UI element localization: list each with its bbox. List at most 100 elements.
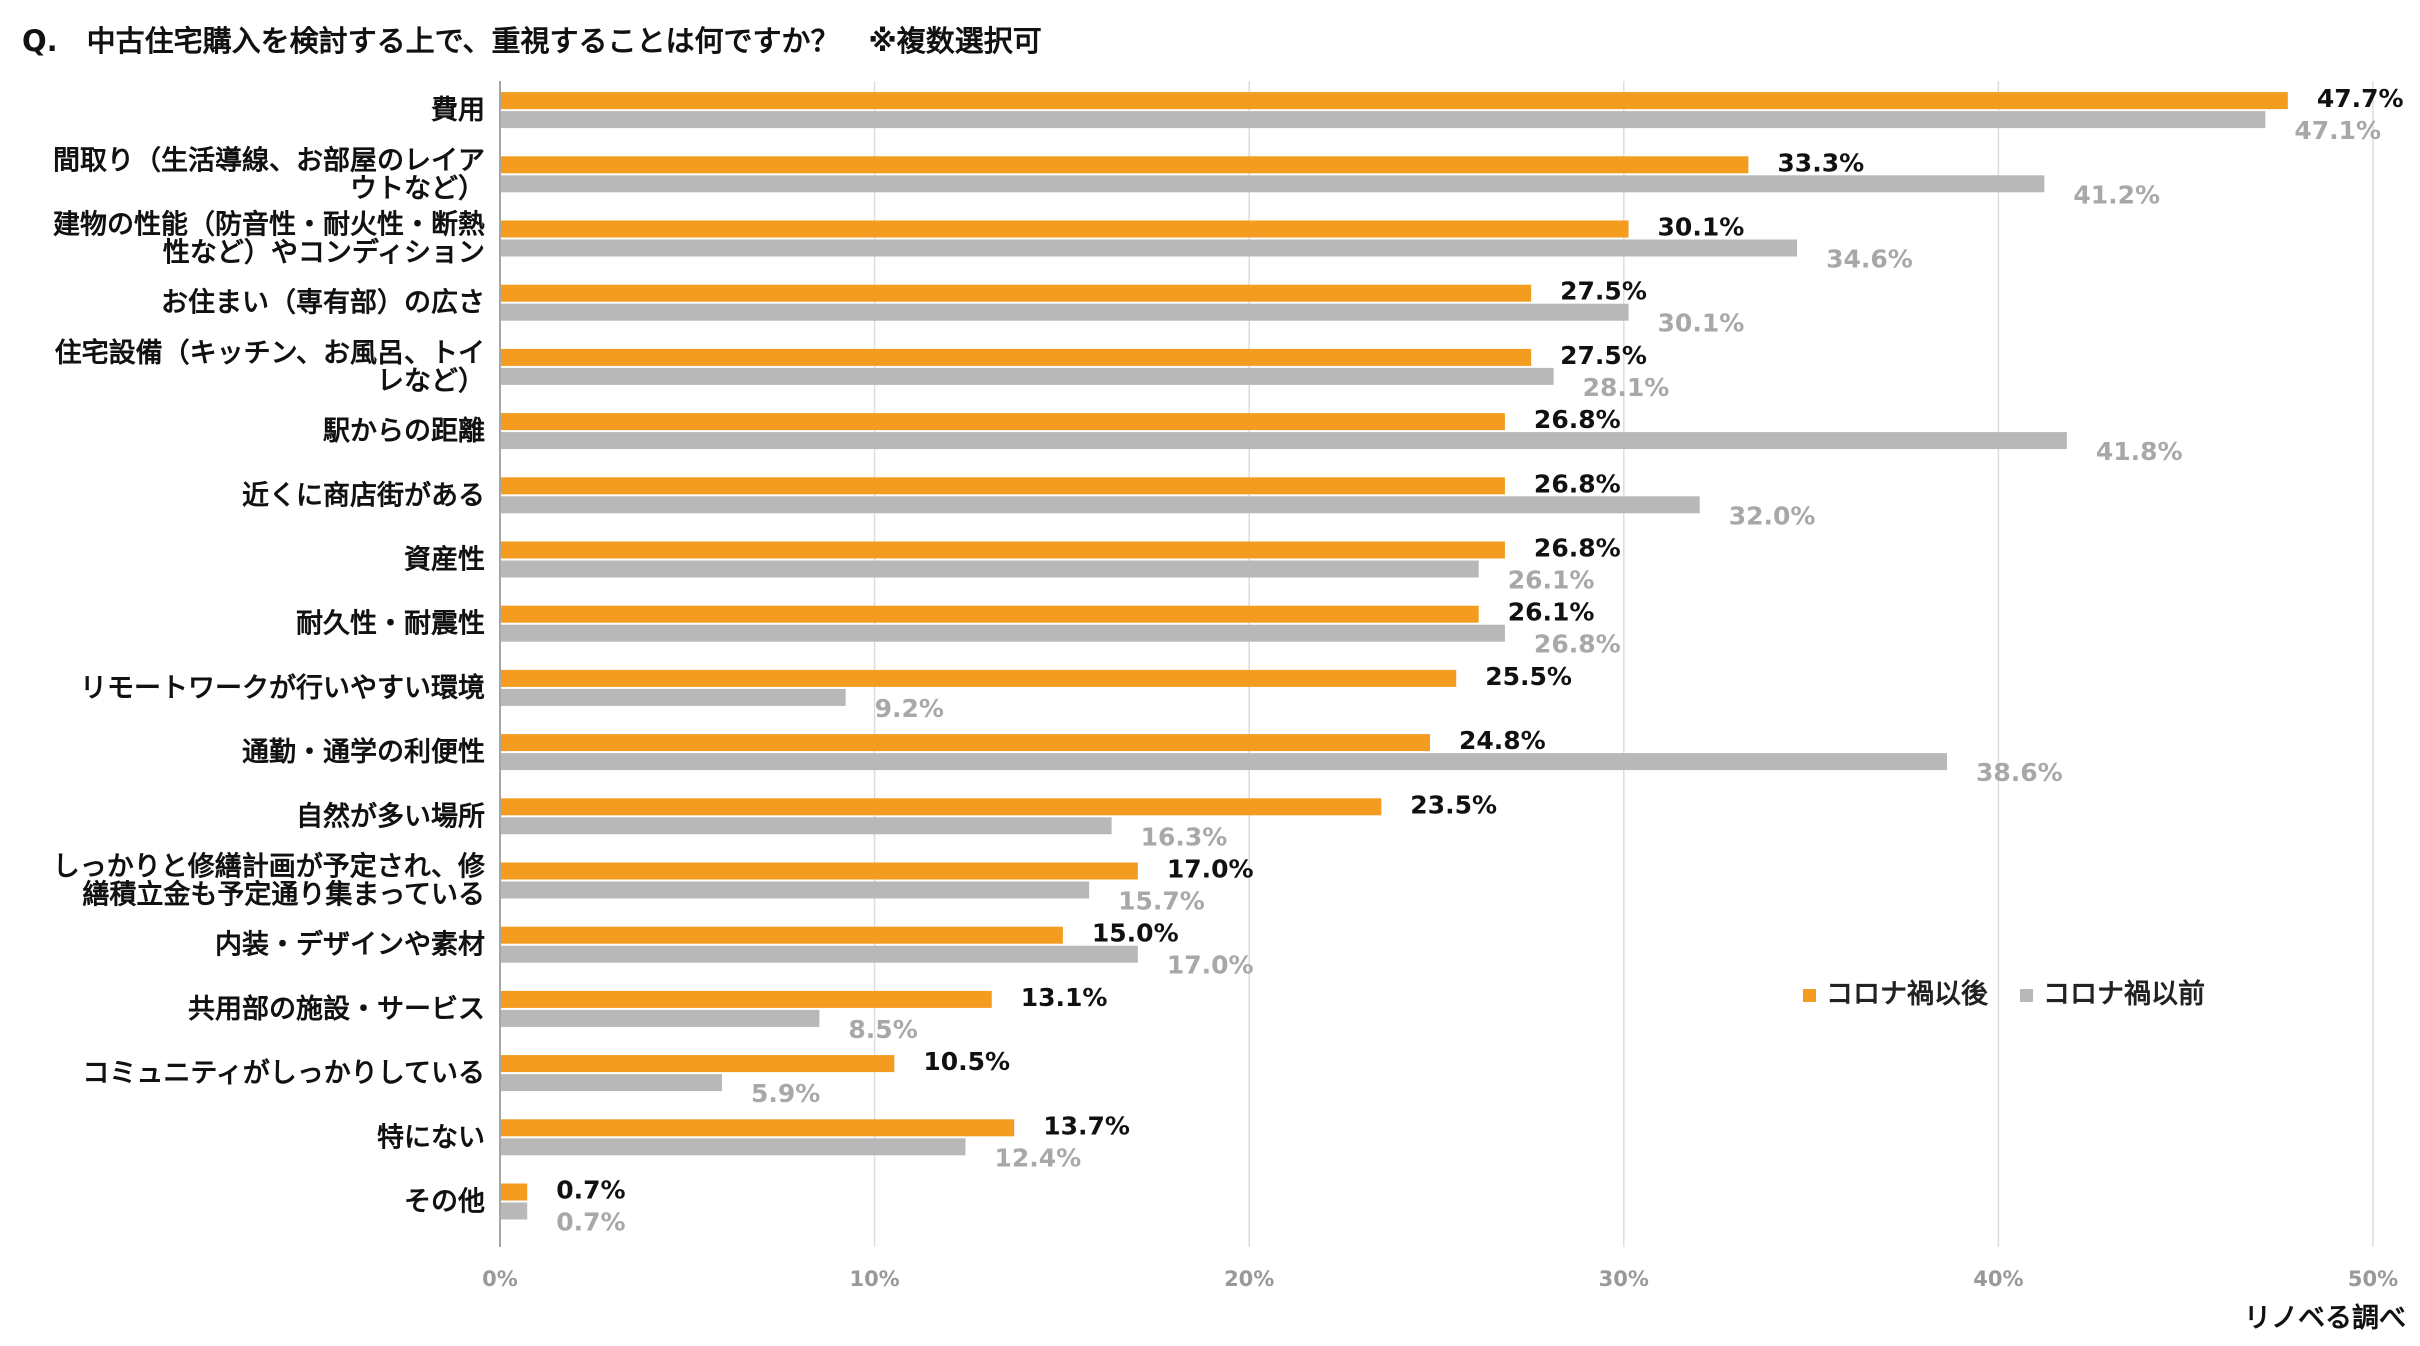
data-label-after: 13.1% <box>1021 983 1108 1012</box>
category-label: その他 <box>404 1187 485 1218</box>
category-label: コミュニティがしっかりしている <box>82 1057 485 1089</box>
bar-before <box>501 881 1090 899</box>
bar-before <box>501 239 1798 257</box>
data-label-before: 47.1% <box>2294 116 2381 145</box>
data-label-before: 26.8% <box>1534 630 1621 659</box>
category-label: 建物の性能（防音性・耐火性・断熱性など）やコンディション <box>53 209 485 269</box>
bar-before <box>501 303 1629 321</box>
data-label-after: 26.8% <box>1534 405 1621 434</box>
bar-after <box>501 413 1505 431</box>
category-label: 駅からの距離 <box>323 415 485 447</box>
data-label-after: 26.1% <box>1508 598 1595 627</box>
data-label-before: 9.2% <box>875 694 944 723</box>
data-label-after: 27.5% <box>1560 341 1647 370</box>
data-label-before: 12.4% <box>995 1143 1082 1172</box>
category-label: 住宅設備（キッチン、お風呂、トイレなど） <box>55 337 485 397</box>
bar-before <box>501 367 1554 385</box>
bar-after <box>501 284 1532 302</box>
bar-before <box>501 1202 528 1220</box>
legend-label-after: コロナ禍以後 <box>1826 979 1989 1010</box>
bar-after <box>501 1119 1015 1137</box>
category-label: しっかりと修繕計画が予定され、修繕積立金も予定通り集まっている <box>53 851 486 911</box>
bar-after <box>501 348 1532 366</box>
data-label-after: 24.8% <box>1459 726 1546 755</box>
category-label: 資産性 <box>404 544 485 576</box>
category-label: 特にない <box>377 1122 485 1153</box>
x-tick-label: 40% <box>1973 1267 2023 1291</box>
bar-after <box>501 1183 528 1201</box>
data-label-after: 23.5% <box>1410 790 1497 819</box>
bar-after <box>501 669 1457 687</box>
data-label-after: 27.5% <box>1560 277 1647 306</box>
data-label-after: 17.0% <box>1167 855 1254 884</box>
bar-before <box>501 945 1138 963</box>
bar-after <box>501 92 2288 110</box>
legend-swatch-after <box>1803 989 1816 1002</box>
data-label-after: 0.7% <box>556 1176 625 1205</box>
legend-label-before: コロナ禍以前 <box>2043 978 2205 1010</box>
bar-after <box>501 156 1749 174</box>
data-label-after: 13.7% <box>1043 1111 1130 1140</box>
legend-swatch-before <box>2020 989 2033 1002</box>
category-label: 共用部の施設・サービス <box>188 993 485 1025</box>
data-label-after: 15.0% <box>1092 919 1179 948</box>
bar-after <box>501 1055 895 1073</box>
bar-before <box>501 175 2045 193</box>
data-label-before: 0.7% <box>556 1208 625 1237</box>
data-label-before: 28.1% <box>1583 373 1670 402</box>
category-label: お住まい（専有部）の広さ <box>161 287 485 319</box>
source-note: リノベる調べ <box>2244 1303 2406 1334</box>
bar-before <box>501 111 2266 129</box>
bar-after <box>501 734 1431 752</box>
bar-before <box>501 624 1505 642</box>
x-tick-label: 50% <box>2348 1267 2398 1291</box>
category-label: 間取り（生活導線、お部屋のレイアウトなど） <box>53 144 485 204</box>
data-label-before: 26.1% <box>1508 566 1595 595</box>
data-label-after: 26.8% <box>1534 469 1621 498</box>
category-label: リモートワークが行いやすい環境 <box>80 672 485 704</box>
bar-after <box>501 220 1629 238</box>
data-label-before: 32.0% <box>1729 501 1816 530</box>
category-label: 通勤・通学の利便性 <box>242 736 485 768</box>
bar-after <box>501 862 1138 880</box>
data-label-before: 30.1% <box>1658 309 1745 338</box>
bar-before <box>501 688 846 706</box>
bar-after <box>501 605 1479 623</box>
category-label: 耐久性・耐震性 <box>296 609 485 640</box>
x-tick-label: 20% <box>1224 1267 1274 1291</box>
bar-before <box>501 496 1700 514</box>
data-label-before: 5.9% <box>751 1079 820 1108</box>
data-label-before: 16.3% <box>1141 822 1228 851</box>
data-label-before: 38.6% <box>1976 758 2063 787</box>
data-label-after: 25.5% <box>1485 662 1572 691</box>
bar-before <box>501 1138 966 1156</box>
data-label-after: 33.3% <box>1777 148 1864 177</box>
data-label-before: 8.5% <box>848 1015 917 1044</box>
data-label-before: 17.0% <box>1167 951 1254 980</box>
category-label: 近くに商店街がある <box>242 479 485 511</box>
x-tick-label: 0% <box>482 1267 518 1291</box>
bar-after <box>501 798 1382 816</box>
data-label-after: 47.7% <box>2317 84 2404 113</box>
bar-after <box>501 926 1063 944</box>
data-label-before: 41.2% <box>2073 180 2160 209</box>
chart-title: Q. 中古住宅購入を検討する上で、重視することは何ですか？ ※複数選択可 <box>22 24 1042 58</box>
data-label-before: 15.7% <box>1118 887 1205 916</box>
category-label: 内装・デザインや素材 <box>215 929 485 961</box>
category-label: 費用 <box>431 95 485 126</box>
data-label-after: 26.8% <box>1534 534 1621 563</box>
bar-after <box>501 990 992 1008</box>
bar-before <box>501 560 1479 578</box>
bar-before <box>501 753 1947 771</box>
data-label-before: 41.8% <box>2096 437 2183 466</box>
data-label-after: 30.1% <box>1658 213 1745 242</box>
bar-before <box>501 1009 820 1027</box>
category-label: 自然が多い場所 <box>296 800 485 832</box>
bar-after <box>501 477 1505 495</box>
bar-before <box>501 432 2067 450</box>
x-tick-label: 10% <box>849 1267 899 1291</box>
x-tick-label: 30% <box>1599 1267 1649 1291</box>
bar-after <box>501 541 1505 559</box>
data-label-after: 10.5% <box>923 1047 1010 1076</box>
